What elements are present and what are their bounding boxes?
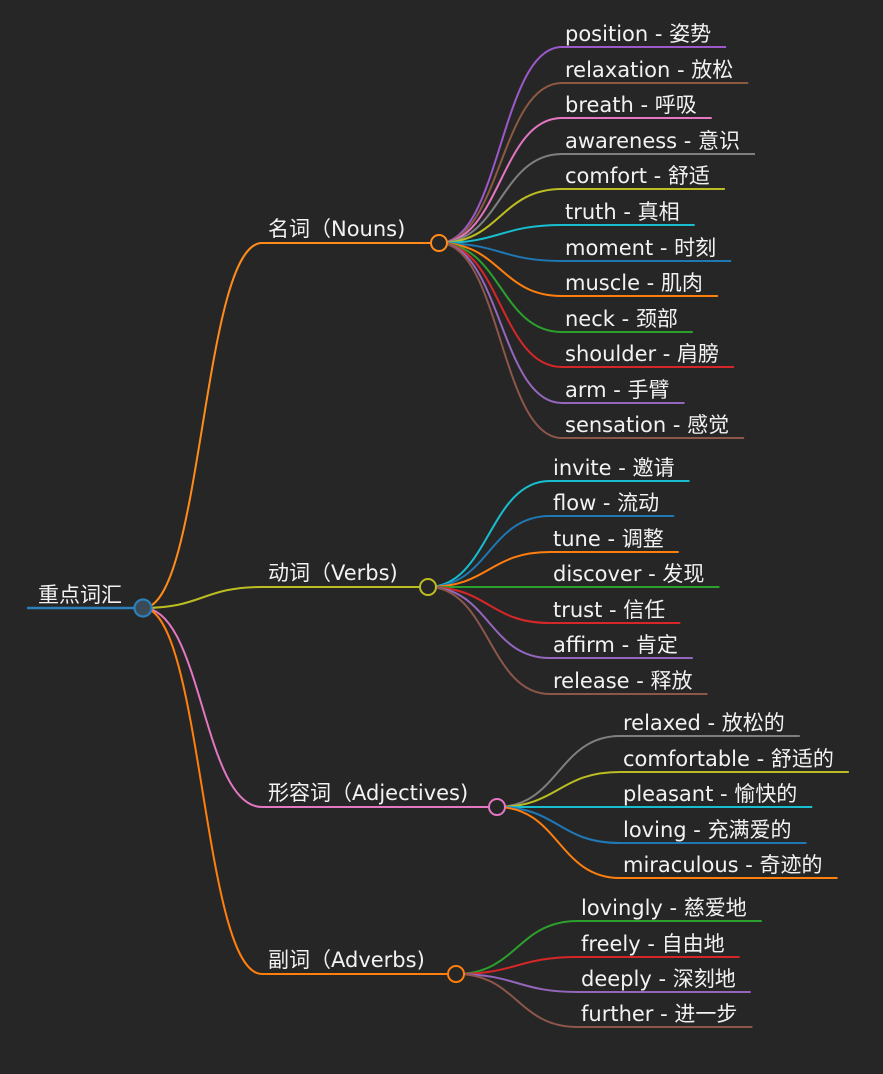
leaf-connector xyxy=(455,973,579,993)
branch-node[interactable] xyxy=(419,578,437,596)
leaf-label: moment - 时刻 xyxy=(565,236,716,260)
leaf-label: arm - 手臂 xyxy=(565,378,670,402)
leaf-connector xyxy=(438,117,563,244)
branch-node[interactable] xyxy=(430,234,448,252)
leaf-label: discover - 发现 xyxy=(553,562,704,586)
leaf-connector xyxy=(427,586,551,624)
branch-connector xyxy=(142,242,263,609)
branch-connector xyxy=(142,586,263,609)
leaf-label: miraculous - 奇迹的 xyxy=(623,853,823,877)
leaf-label: lovingly - 慈爱地 xyxy=(581,896,747,920)
leaf-label: flow - 流动 xyxy=(553,491,659,515)
leaf-label: deeply - 深刻地 xyxy=(581,967,736,991)
leaf-label: muscle - 肌肉 xyxy=(565,271,703,295)
leaf-connector xyxy=(438,242,563,297)
leaf-label: pleasant - 愉快的 xyxy=(623,782,797,806)
leaf-connector xyxy=(496,806,621,879)
leaf-label: awareness - 意识 xyxy=(565,129,740,153)
leaf-connector xyxy=(438,242,563,439)
leaf-connector xyxy=(438,153,563,244)
branch-label: 形容词（Adjectives) xyxy=(268,781,468,805)
leaf-label: neck - 颈部 xyxy=(565,307,678,331)
root-label: 重点词汇 xyxy=(38,583,122,607)
root-node[interactable] xyxy=(133,598,153,618)
leaf-label: release - 释放 xyxy=(553,669,693,693)
leaf-connector xyxy=(438,242,563,262)
leaf-label: truth - 真相 xyxy=(565,200,680,224)
branch-label: 名词（Nouns) xyxy=(268,217,405,241)
leaf-connector xyxy=(455,920,579,975)
branch-node[interactable] xyxy=(488,798,506,816)
leaf-label: shoulder - 肩膀 xyxy=(565,342,719,366)
leaf-connector xyxy=(438,242,563,404)
leaf-connector xyxy=(438,242,563,368)
leaf-label: tune - 调整 xyxy=(553,527,664,551)
leaf-connector xyxy=(427,586,551,659)
leaf-label: relaxation - 放松 xyxy=(565,58,733,82)
branch-connector xyxy=(142,607,263,808)
leaf-connector xyxy=(496,771,621,808)
branch-node[interactable] xyxy=(447,965,465,983)
leaf-connector xyxy=(438,224,563,244)
leaf-connector xyxy=(438,46,563,244)
leaf-label: invite - 邀请 xyxy=(553,456,675,480)
leaf-connector xyxy=(438,242,563,333)
leaf-connector xyxy=(438,82,563,244)
nodes-layer xyxy=(133,234,506,983)
leaf-connector xyxy=(427,515,551,588)
leaf-connector xyxy=(427,551,551,588)
leaf-label: affirm - 肯定 xyxy=(553,633,678,657)
branch-connector xyxy=(142,607,263,975)
leaf-label: relaxed - 放松的 xyxy=(623,711,785,735)
leaf-connector xyxy=(455,956,579,975)
links-layer xyxy=(27,46,849,1028)
branch-label: 副词（Adverbs) xyxy=(268,948,425,972)
leaf-connector xyxy=(496,735,621,808)
leaf-label: comfort - 舒适 xyxy=(565,164,710,188)
leaf-connector xyxy=(438,188,563,244)
leaf-label: breath - 呼吸 xyxy=(565,93,697,117)
leaf-label: position - 姿势 xyxy=(565,22,711,46)
leaf-label: loving - 充满爱的 xyxy=(623,818,792,842)
labels-layer: 重点词汇 名词（Nouns) position - 姿势 relaxation - 放… xyxy=(38,22,834,1026)
leaf-connector xyxy=(496,806,621,844)
leaf-connector xyxy=(427,480,551,588)
leaf-connector xyxy=(455,973,579,1028)
leaf-label: comfortable - 舒适的 xyxy=(623,747,834,771)
leaf-label: further - 进一步 xyxy=(581,1002,737,1026)
leaf-label: freely - 自由地 xyxy=(581,932,725,956)
branch-label: 动词（Verbs) xyxy=(268,561,398,585)
leaf-label: sensation - 感觉 xyxy=(565,413,729,437)
leaf-connector xyxy=(427,586,551,695)
leaf-label: trust - 信任 xyxy=(553,598,665,622)
